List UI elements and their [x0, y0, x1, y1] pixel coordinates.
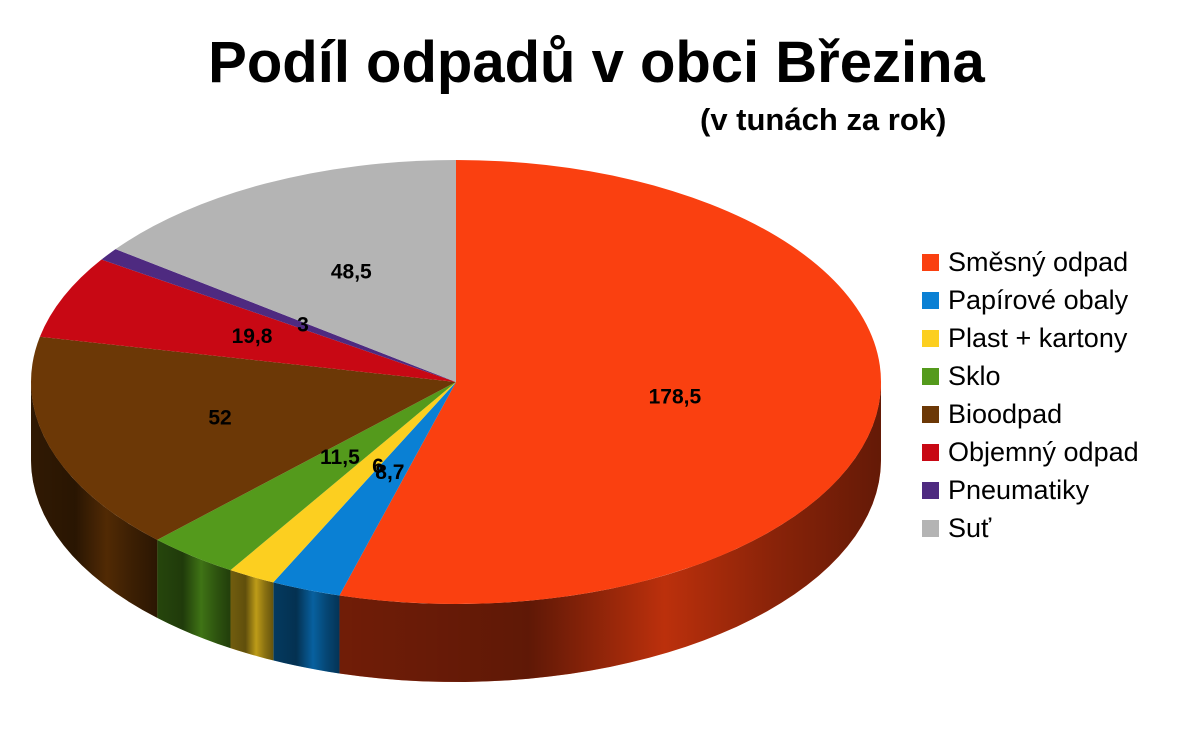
pie-slice-objemny-odpad — [39, 259, 457, 382]
pie-slice-pneumatiky — [101, 249, 456, 382]
data-label-objemny-odpad: 19,8 — [232, 325, 273, 348]
pie-side-shade-bioodpad — [31, 382, 158, 618]
data-label-pneumatiky: 3 — [297, 313, 309, 336]
pie-slice-papirove-obaly — [273, 382, 456, 596]
legend-swatch — [922, 367, 939, 385]
data-label-papirove-obaly: 8,7 — [375, 461, 404, 484]
legend-item-smesny-odpad: Směsný odpad — [922, 243, 1139, 281]
legend-swatch — [922, 519, 939, 537]
legend-item-sut: Suť — [922, 509, 1139, 547]
pie-side-shade-sklo — [157, 539, 231, 649]
legend-swatch — [922, 481, 939, 499]
legend-swatch — [922, 253, 939, 271]
pie-slice-bioodpad — [31, 336, 456, 540]
legend: Směsný odpad Papírové obaly Plast + karton… — [922, 243, 1139, 547]
pie-side-shade-plast-kartony — [230, 570, 274, 661]
legend-label: Papírové obaly — [948, 284, 1129, 315]
legend-item-objemny-odpad: Objemný odpad — [922, 433, 1139, 471]
legend-label: Bioodpad — [948, 398, 1063, 429]
pie-side-bioodpad — [31, 382, 158, 618]
pie-slice-sut — [115, 160, 457, 382]
pie-slice-plast-kartony — [230, 382, 456, 583]
pie-side-smesny-odpad — [339, 382, 882, 682]
pie-sides — [31, 382, 882, 682]
legend-swatch — [922, 291, 939, 309]
legend-label: Suť — [948, 512, 992, 543]
data-label-smesny-odpad: 178,5 — [649, 386, 702, 409]
legend-swatch — [922, 443, 939, 461]
legend-swatch — [922, 405, 939, 423]
legend-item-papirove-obaly: Papírové obaly — [922, 281, 1139, 319]
legend-label: Pneumatiky — [948, 474, 1090, 505]
pie-slice-smesny-odpad — [339, 160, 882, 604]
pie-side-papirove-obaly — [273, 582, 340, 674]
pie-labels: 178,5 8,76 11,5 52 19,8 3 48,5 — [208, 260, 701, 484]
pie-side-shade-papirove-obaly — [273, 582, 340, 674]
legend-swatch — [922, 329, 939, 347]
legend-item-sklo: Sklo — [922, 357, 1139, 395]
data-label-plast-kartony: 6 — [372, 455, 384, 478]
pie-side-shade-smesny-odpad — [339, 382, 882, 682]
data-label-sut: 48,5 — [331, 260, 372, 283]
data-label-sklo: 11,5 — [320, 446, 360, 469]
pie-side-sklo — [157, 539, 231, 649]
pie-slice-sklo — [157, 382, 456, 571]
legend-item-bioodpad: Bioodpad — [922, 395, 1139, 433]
legend-label: Sklo — [948, 360, 1001, 391]
chart-subtitle: (v tunách za rok) — [700, 102, 947, 137]
legend-label: Směsný odpad — [948, 246, 1129, 277]
legend-label: Objemný odpad — [948, 436, 1139, 467]
legend-item-pneumatiky: Pneumatiky — [922, 471, 1139, 509]
legend-label: Plast + kartony — [948, 322, 1128, 353]
data-label-bioodpad: 52 — [208, 407, 231, 430]
legend-item-plast-kartony: Plast + kartony — [922, 319, 1139, 357]
pie-side-plast-kartony — [230, 570, 274, 661]
chart-title: Podíl odpadů v obci Březina — [208, 30, 985, 95]
pie-tops — [31, 160, 882, 604]
